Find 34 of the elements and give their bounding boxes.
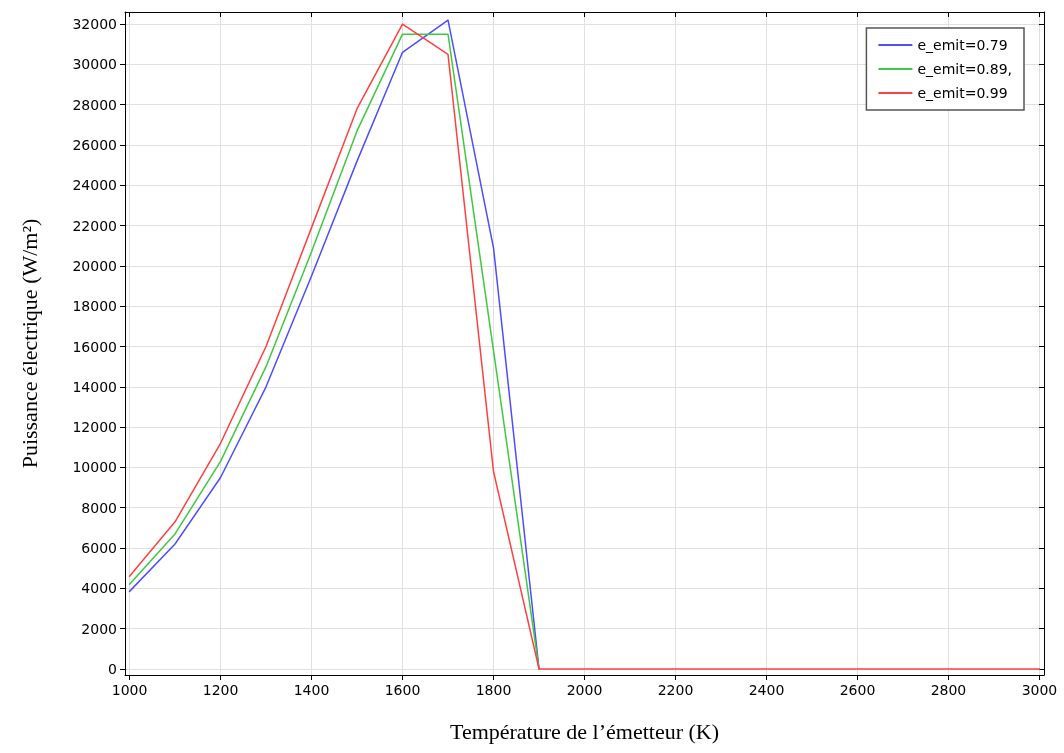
- x-tick-label: 1200: [202, 682, 239, 698]
- y-tick-label: 32000: [72, 16, 117, 33]
- x-tick-label: 2200: [657, 682, 694, 698]
- y-tick-label: 16000: [72, 338, 117, 355]
- y-tick-label: 6000: [81, 540, 117, 557]
- legend-label: e_emit=0.89,: [917, 61, 1013, 77]
- x-axis-title: Température de l’émetteur (K): [449, 718, 720, 744]
- y-tick-label: 22000: [72, 217, 117, 234]
- y-tick-label: 4000: [81, 580, 117, 597]
- y-tick-label: 26000: [72, 137, 117, 153]
- y-tick-label: 20000: [72, 257, 117, 274]
- y-tick-label: 24000: [72, 177, 117, 194]
- x-tick-label: 1400: [293, 682, 330, 698]
- y-tick-label: 18000: [72, 298, 117, 315]
- x-tick-label: 3000: [1021, 682, 1058, 698]
- x-tick-label: 2000: [566, 682, 603, 698]
- y-tick-label: 8000: [81, 499, 117, 516]
- y-tick-label: 0: [108, 660, 117, 677]
- line-series: [128, 23, 1041, 670]
- legend-label: e_emit=0.99: [917, 85, 1008, 101]
- y-tick-label: 2000: [81, 620, 117, 637]
- y-tick-label: 10000: [72, 459, 117, 476]
- x-tick-label: 1800: [475, 682, 512, 698]
- legend-label: e_emit=0.79: [917, 37, 1008, 53]
- x-tick-label: 1000: [111, 682, 148, 698]
- y-axis-title: Puissance électrique (W/m²): [16, 218, 42, 469]
- x-tick-label: 2800: [930, 682, 967, 698]
- y-tick-label: 14000: [72, 378, 117, 395]
- x-tick-label: 2400: [748, 682, 785, 698]
- x-tick-label: 2600: [839, 682, 876, 698]
- y-tick-label: 28000: [72, 96, 117, 113]
- x-tick-label: 1600: [384, 682, 421, 698]
- y-tick-label: 12000: [72, 419, 117, 436]
- y-tick-label: 30000: [72, 56, 117, 73]
